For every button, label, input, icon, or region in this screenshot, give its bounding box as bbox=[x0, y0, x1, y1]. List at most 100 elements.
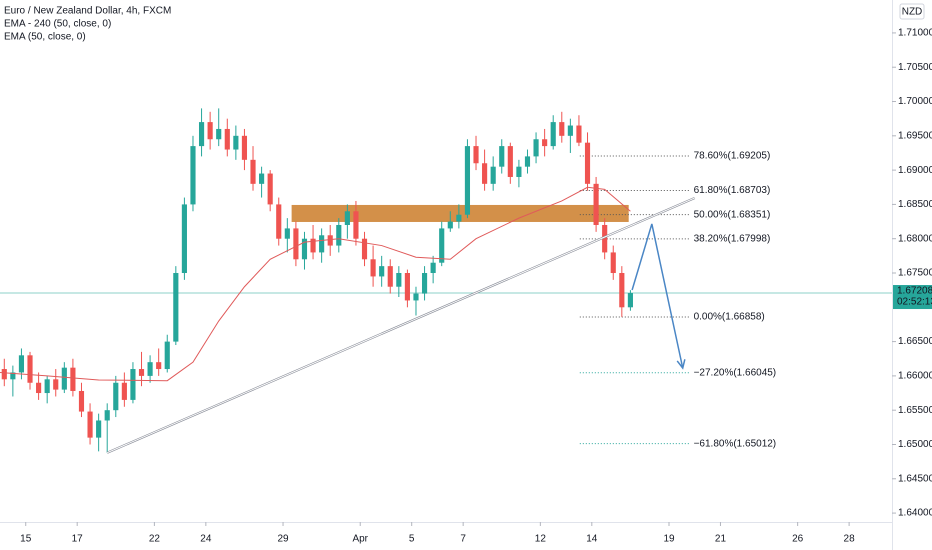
candle-body bbox=[516, 166, 522, 177]
candle-body bbox=[387, 266, 393, 287]
candle-body bbox=[121, 382, 127, 400]
indicator-legend: EMA - 240 (50, close, 0) bbox=[4, 19, 111, 30]
y-tick-label: 1.64000 bbox=[898, 508, 932, 519]
candle-body bbox=[413, 293, 419, 301]
y-tick-label: 1.65500 bbox=[898, 405, 932, 416]
fib-label: −27.20%(1.66045) bbox=[694, 367, 777, 378]
candle-body bbox=[267, 173, 273, 205]
supply-zone bbox=[291, 204, 629, 222]
y-tick-label: 1.68000 bbox=[898, 233, 932, 244]
candle-body bbox=[61, 367, 67, 390]
candle-body bbox=[421, 273, 428, 294]
last-price-label: 1.67208 bbox=[897, 286, 932, 297]
candle-body bbox=[241, 135, 248, 160]
candle-body bbox=[104, 410, 110, 421]
projection-arrow bbox=[631, 223, 684, 369]
candle-body bbox=[284, 228, 290, 239]
candle-body bbox=[36, 382, 42, 394]
candle-body bbox=[207, 122, 213, 140]
x-tick-label: 19 bbox=[663, 534, 675, 545]
y-tick-label: 1.66500 bbox=[898, 336, 932, 347]
candle-body bbox=[156, 362, 162, 370]
candle-body bbox=[447, 221, 453, 229]
fib-label: 0.00%(1.66858) bbox=[694, 312, 765, 323]
candle-body bbox=[439, 228, 445, 263]
candle-body bbox=[70, 367, 76, 391]
candle-body bbox=[293, 228, 299, 260]
x-tick-label: 14 bbox=[586, 534, 598, 545]
candle-body bbox=[113, 382, 119, 411]
candle-body bbox=[96, 420, 102, 438]
candle-body bbox=[344, 211, 350, 225]
y-tick-label: 1.70500 bbox=[898, 62, 932, 73]
currency-box[interactable] bbox=[899, 3, 925, 20]
candle-body bbox=[301, 238, 308, 260]
candle-body bbox=[310, 238, 316, 253]
x-tick-label: 17 bbox=[72, 534, 84, 545]
candle-body bbox=[610, 252, 616, 274]
candle-body bbox=[490, 166, 496, 184]
candle-body bbox=[181, 204, 187, 274]
candle-body bbox=[53, 379, 59, 390]
candle-body bbox=[370, 259, 376, 277]
candle-body bbox=[198, 122, 205, 147]
candle-body bbox=[353, 211, 359, 239]
candle-body bbox=[576, 125, 582, 143]
candle-body bbox=[627, 293, 633, 308]
candle-body bbox=[542, 139, 548, 147]
candle-body bbox=[276, 204, 282, 239]
candle-body bbox=[602, 224, 608, 253]
ema-line bbox=[0, 186, 631, 382]
candle-body bbox=[584, 142, 591, 184]
y-tick-label: 1.67500 bbox=[898, 268, 932, 279]
trendline bbox=[107, 197, 695, 454]
fib-label: 50.00%(1.68351) bbox=[694, 209, 771, 220]
x-tick-label: 26 bbox=[792, 534, 804, 545]
candle-body bbox=[473, 146, 479, 164]
y-tick-label: 1.69000 bbox=[898, 165, 932, 176]
countdown: 02:52:13 bbox=[897, 297, 932, 308]
candle-body bbox=[327, 235, 333, 246]
candle-body bbox=[456, 214, 462, 222]
y-tick-label: 1.69500 bbox=[898, 130, 932, 141]
x-tick-label: 7 bbox=[460, 534, 466, 545]
candle-body bbox=[430, 262, 436, 274]
candle-body bbox=[173, 273, 179, 342]
candle-body bbox=[593, 183, 599, 225]
candle-body bbox=[147, 362, 153, 376]
candle-body bbox=[10, 372, 16, 380]
candle-body bbox=[44, 379, 50, 394]
chart-title: Euro / New Zealand Dollar, 4h, FXCM bbox=[4, 6, 171, 17]
candle-body bbox=[233, 135, 239, 150]
candle-body bbox=[559, 122, 565, 136]
candle-body bbox=[361, 238, 368, 260]
candle-body bbox=[396, 273, 402, 287]
candle-body bbox=[216, 128, 222, 140]
y-tick-label: 1.66000 bbox=[898, 371, 932, 382]
candle-body bbox=[533, 139, 539, 157]
y-tick-label: 1.64500 bbox=[898, 473, 932, 484]
x-tick-label: 22 bbox=[149, 534, 161, 545]
candle-body bbox=[27, 355, 33, 383]
candle-body bbox=[250, 159, 256, 184]
candle-body bbox=[524, 156, 531, 167]
y-tick-label: 1.65000 bbox=[898, 439, 932, 450]
fib-label: 38.20%(1.67998) bbox=[694, 233, 771, 244]
plot: 78.60%(1.69205) 61.80%(1.68703) 50.00%(1.6… bbox=[0, 108, 892, 454]
candle-body bbox=[507, 146, 513, 177]
candle-body bbox=[259, 173, 265, 184]
fib-label: −61.80%(1.65012) bbox=[694, 438, 777, 449]
candle-body bbox=[164, 341, 170, 370]
candle-body bbox=[336, 224, 342, 246]
last-price-tag bbox=[893, 285, 932, 310]
x-tick-label: 15 bbox=[20, 534, 32, 545]
arrow-head bbox=[676, 359, 686, 370]
y-tick-label: 1.70000 bbox=[898, 96, 932, 107]
x-tick-label: 29 bbox=[277, 534, 289, 545]
candle-body bbox=[319, 235, 325, 253]
candle-body bbox=[404, 273, 410, 301]
y-tick-label: 1.68500 bbox=[898, 199, 932, 210]
currency[interactable]: NZD bbox=[902, 7, 923, 18]
